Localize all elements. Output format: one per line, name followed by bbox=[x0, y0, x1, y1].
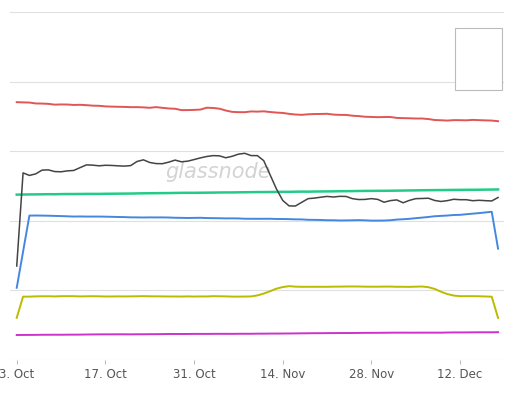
Text: glassnode: glassnode bbox=[165, 162, 271, 182]
FancyBboxPatch shape bbox=[455, 28, 502, 90]
